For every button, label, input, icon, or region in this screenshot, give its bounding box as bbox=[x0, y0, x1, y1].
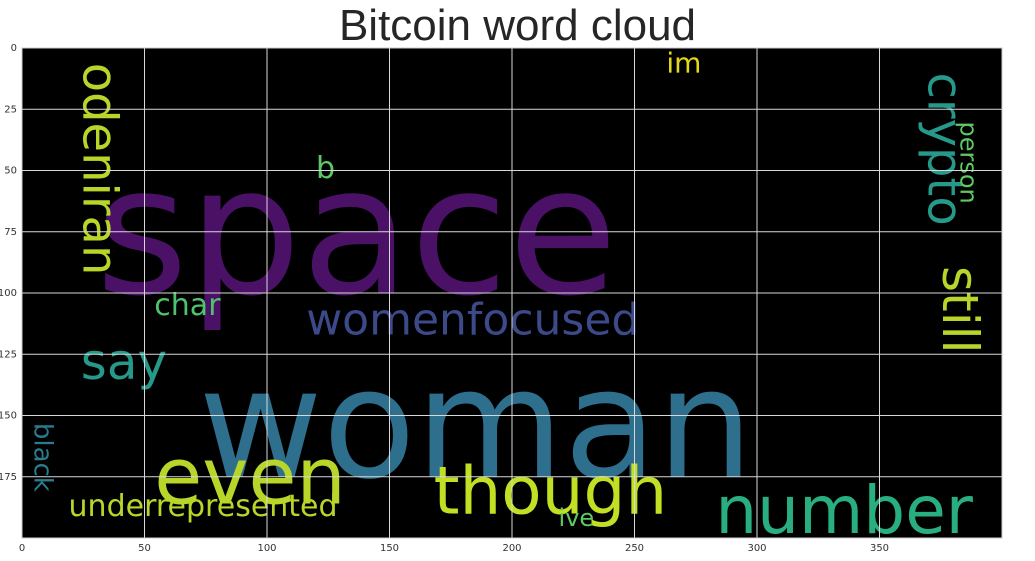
y-tick-label: 50 bbox=[4, 166, 17, 177]
word-char: char bbox=[154, 288, 221, 323]
y-tick-label: 125 bbox=[0, 349, 17, 360]
x-tick-label: 250 bbox=[625, 543, 644, 554]
x-tick-label: 100 bbox=[257, 543, 276, 554]
x-tick-label: 300 bbox=[747, 543, 766, 554]
x-tick-label: 50 bbox=[138, 543, 151, 554]
word-say: say bbox=[81, 333, 167, 391]
word-person: person bbox=[954, 122, 982, 204]
y-tick-label: 25 bbox=[4, 104, 17, 115]
word-even: even bbox=[154, 433, 346, 523]
word-underrepresented: underrepresented bbox=[69, 489, 338, 524]
y-tick-label: 150 bbox=[0, 411, 17, 422]
word-black: black bbox=[27, 423, 57, 492]
plot-frame bbox=[21, 47, 1003, 539]
word-odeniran: odeniran bbox=[71, 63, 127, 276]
word-woman: woman bbox=[198, 336, 753, 513]
word-im: im bbox=[666, 47, 701, 80]
x-tick-label: 150 bbox=[380, 543, 399, 554]
y-tick-label: 0 bbox=[11, 43, 17, 54]
y-tick-label: 100 bbox=[0, 288, 17, 299]
x-tick-label: 0 bbox=[19, 543, 25, 554]
word-crypto: crypto bbox=[917, 73, 973, 226]
chart-title: Bitcoin word cloud bbox=[338, 1, 697, 50]
word-though: though bbox=[434, 453, 668, 530]
word-still: still bbox=[931, 266, 989, 353]
y-tick-label: 75 bbox=[4, 227, 17, 238]
y-tick-label: 175 bbox=[0, 472, 17, 483]
x-tick-label: 350 bbox=[870, 543, 889, 554]
word-number: number bbox=[715, 472, 973, 549]
word-ive: ive bbox=[559, 504, 595, 532]
x-tick-label: 200 bbox=[502, 543, 521, 554]
word-b: b bbox=[316, 151, 335, 186]
word-womenfocused: womenfocused bbox=[306, 295, 639, 346]
